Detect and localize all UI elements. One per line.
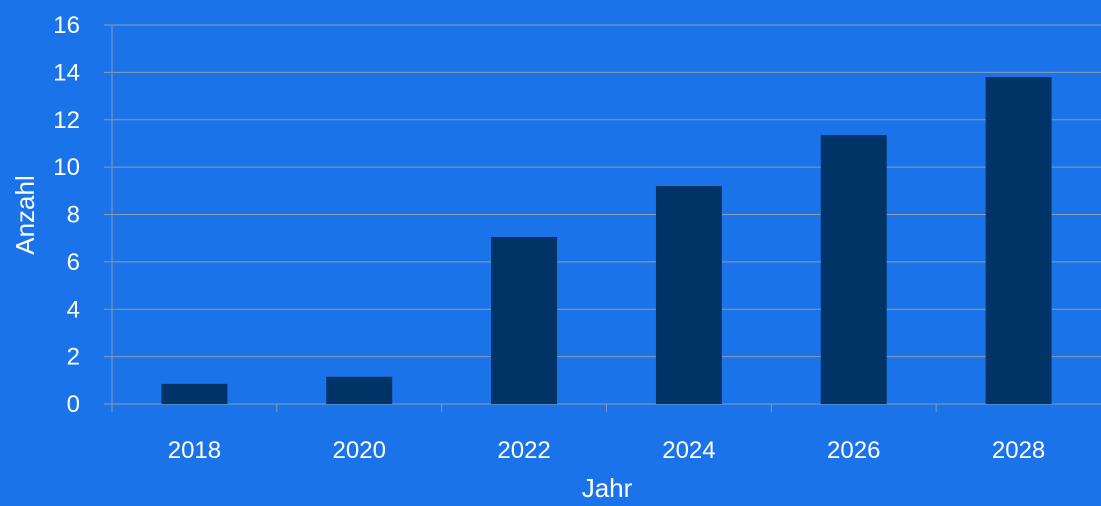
bar-2026 <box>820 135 887 404</box>
bar-2020 <box>326 376 393 404</box>
y-tick-label: 12 <box>53 107 80 134</box>
y-axis-ticks: 0 2 4 6 8 10 12 14 16 <box>53 12 112 418</box>
x-tick-label: 2018 <box>168 437 221 464</box>
x-axis-title: Jahr <box>582 473 633 503</box>
y-tick-label: 2 <box>67 344 80 371</box>
bar-2024 <box>655 186 722 404</box>
y-tick-label: 0 <box>67 391 80 418</box>
y-axis-title: Anzahl <box>10 175 40 255</box>
bar-2018 <box>161 383 228 404</box>
bars <box>161 77 1052 405</box>
x-tick-label: 2022 <box>497 437 550 464</box>
gridlines <box>111 24 1101 405</box>
x-tick-label: 2024 <box>662 437 715 464</box>
y-tick-label: 4 <box>67 296 80 323</box>
x-tick-label: 2020 <box>333 437 386 464</box>
x-tick-label: 2026 <box>827 437 880 464</box>
y-tick-label: 8 <box>67 202 80 229</box>
y-tick-label: 14 <box>53 59 80 86</box>
x-tick-label: 2028 <box>992 437 1045 464</box>
x-axis-ticks: 2018 2020 2022 2024 2026 2028 <box>111 404 1045 464</box>
bar-2022 <box>491 237 558 404</box>
y-tick-label: 10 <box>53 154 80 181</box>
bar-2028 <box>985 77 1052 405</box>
y-tick-label: 6 <box>67 249 80 276</box>
y-tick-label: 16 <box>53 12 80 39</box>
